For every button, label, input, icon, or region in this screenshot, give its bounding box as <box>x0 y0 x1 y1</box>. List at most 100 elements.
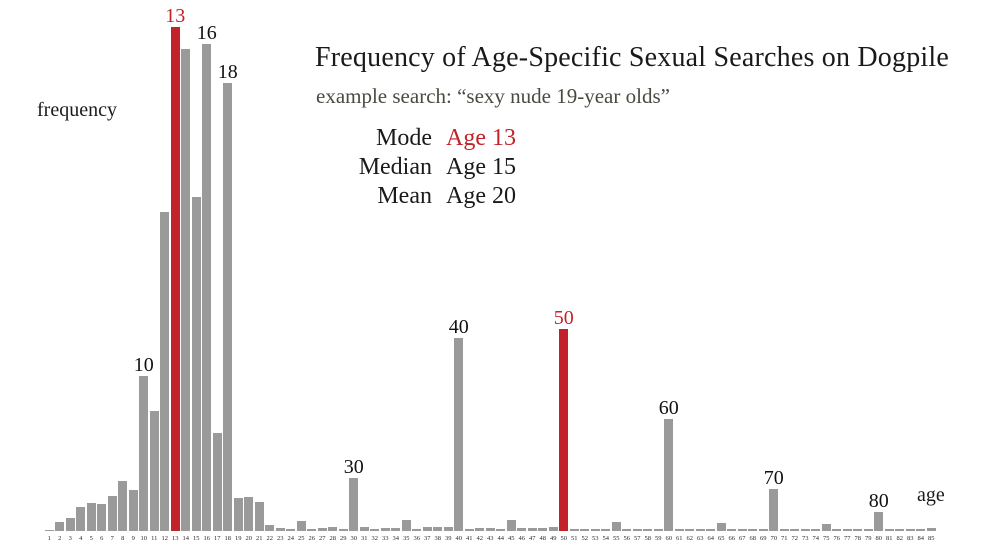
bar-age-61 <box>674 529 684 531</box>
bar-age-51 <box>569 529 579 531</box>
x-tick-50: 50 <box>560 535 568 542</box>
bar-age-65 <box>716 523 726 531</box>
bar-age-80 <box>874 512 884 531</box>
x-tick-79: 79 <box>865 535 872 542</box>
x-tick-45: 45 <box>508 535 515 542</box>
x-tick-10: 10 <box>140 535 148 542</box>
x-axis-label: age <box>917 484 945 506</box>
bar-age-85 <box>926 528 936 531</box>
y-axis-label: frequency <box>37 99 117 121</box>
x-tick-49: 49 <box>550 535 557 542</box>
stat-value-mean: Age 20 <box>446 183 516 209</box>
x-tick-76: 76 <box>833 535 841 542</box>
x-tick-64: 64 <box>707 535 715 542</box>
x-tick-27: 27 <box>319 535 326 542</box>
x-tick-62: 62 <box>686 535 694 542</box>
bar-callout-label-13: 13 <box>165 5 186 27</box>
bar-age-14 <box>181 49 191 531</box>
x-tick-53: 53 <box>592 535 599 542</box>
bar-age-8 <box>118 481 128 531</box>
x-tick-72: 72 <box>791 535 799 542</box>
x-tick-9: 9 <box>131 535 135 542</box>
x-tick-34: 34 <box>392 535 400 542</box>
stat-row-mean: Mean Age 20 <box>300 182 516 211</box>
bar-age-25 <box>296 521 306 531</box>
bar-age-76 <box>832 529 842 531</box>
stat-row-median: Median Age 15 <box>300 153 516 182</box>
x-tick-1: 1 <box>47 535 51 542</box>
bar-age-78 <box>853 529 863 531</box>
bar-age-52 <box>580 529 590 531</box>
bar-age-5 <box>86 503 96 531</box>
bar-age-55 <box>611 522 621 531</box>
x-tick-65: 65 <box>718 535 725 542</box>
bar-age-46 <box>517 528 527 531</box>
x-tick-29: 29 <box>340 535 347 542</box>
bar-age-82 <box>895 529 905 531</box>
bar-age-36 <box>412 529 422 531</box>
x-tick-52: 52 <box>581 535 589 542</box>
x-tick-14: 14 <box>182 535 190 542</box>
stat-row-mode: Mode Age 13 <box>300 124 516 153</box>
x-tick-28: 28 <box>329 535 337 542</box>
bar-age-3 <box>65 518 75 531</box>
x-tick-43: 43 <box>487 535 494 542</box>
x-tick-71: 71 <box>781 535 788 542</box>
bar-age-37 <box>422 527 432 531</box>
bar-age-74 <box>811 529 821 531</box>
bar-age-7 <box>107 496 117 531</box>
bar-age-59 <box>653 529 663 531</box>
bar-age-20 <box>244 497 254 531</box>
x-tick-20: 20 <box>245 535 253 542</box>
x-tick-15: 15 <box>193 535 200 542</box>
bar-age-29 <box>338 529 348 531</box>
bar-age-72 <box>790 529 800 531</box>
x-tick-59: 59 <box>655 535 662 542</box>
bar-age-33 <box>380 528 390 531</box>
bar-age-24 <box>286 529 296 531</box>
stat-label-mode: Mode <box>376 125 432 151</box>
bar-age-58 <box>643 529 653 531</box>
bar-age-13 <box>170 27 180 531</box>
bar-age-66 <box>727 529 737 531</box>
bar-age-53 <box>590 529 600 531</box>
bar-age-32 <box>370 529 380 531</box>
x-tick-22: 22 <box>266 535 274 542</box>
bar-age-67 <box>737 529 747 531</box>
x-tick-36: 36 <box>413 535 421 542</box>
x-tick-12: 12 <box>161 535 169 542</box>
bar-age-63 <box>695 529 705 531</box>
x-tick-84: 84 <box>917 535 925 542</box>
bar-age-38 <box>433 527 443 531</box>
x-tick-21: 21 <box>256 535 263 542</box>
x-tick-41: 41 <box>466 535 473 542</box>
bar-age-4 <box>76 507 86 531</box>
x-tick-2: 2 <box>58 535 62 542</box>
bar-age-77 <box>842 529 852 531</box>
x-tick-5: 5 <box>89 535 93 542</box>
x-tick-19: 19 <box>235 535 242 542</box>
x-tick-37: 37 <box>424 535 431 542</box>
bar-age-28 <box>328 527 338 531</box>
x-tick-70: 70 <box>770 535 778 542</box>
stat-label-mean: Mean <box>377 183 432 209</box>
bar-age-69 <box>758 529 768 531</box>
bar-age-48 <box>538 528 548 531</box>
x-tick-83: 83 <box>907 535 914 542</box>
x-tick-42: 42 <box>476 535 484 542</box>
bar-age-19 <box>233 498 243 531</box>
x-tick-54: 54 <box>602 535 610 542</box>
bar-age-56 <box>622 529 632 531</box>
bar-age-45 <box>506 520 516 531</box>
x-tick-57: 57 <box>634 535 641 542</box>
bar-age-23 <box>275 528 285 531</box>
x-tick-7: 7 <box>110 535 114 542</box>
bar-age-30 <box>349 478 359 531</box>
bar-age-44 <box>496 529 506 531</box>
x-tick-63: 63 <box>697 535 704 542</box>
chart-title: Frequency of Age-Specific Sexual Searche… <box>315 42 949 73</box>
bar-callout-label-30: 30 <box>343 456 364 478</box>
chart-subtitle: example search: “sexy nude 19-year olds” <box>316 84 670 108</box>
bar-age-70 <box>769 489 779 531</box>
x-tick-47: 47 <box>529 535 536 542</box>
